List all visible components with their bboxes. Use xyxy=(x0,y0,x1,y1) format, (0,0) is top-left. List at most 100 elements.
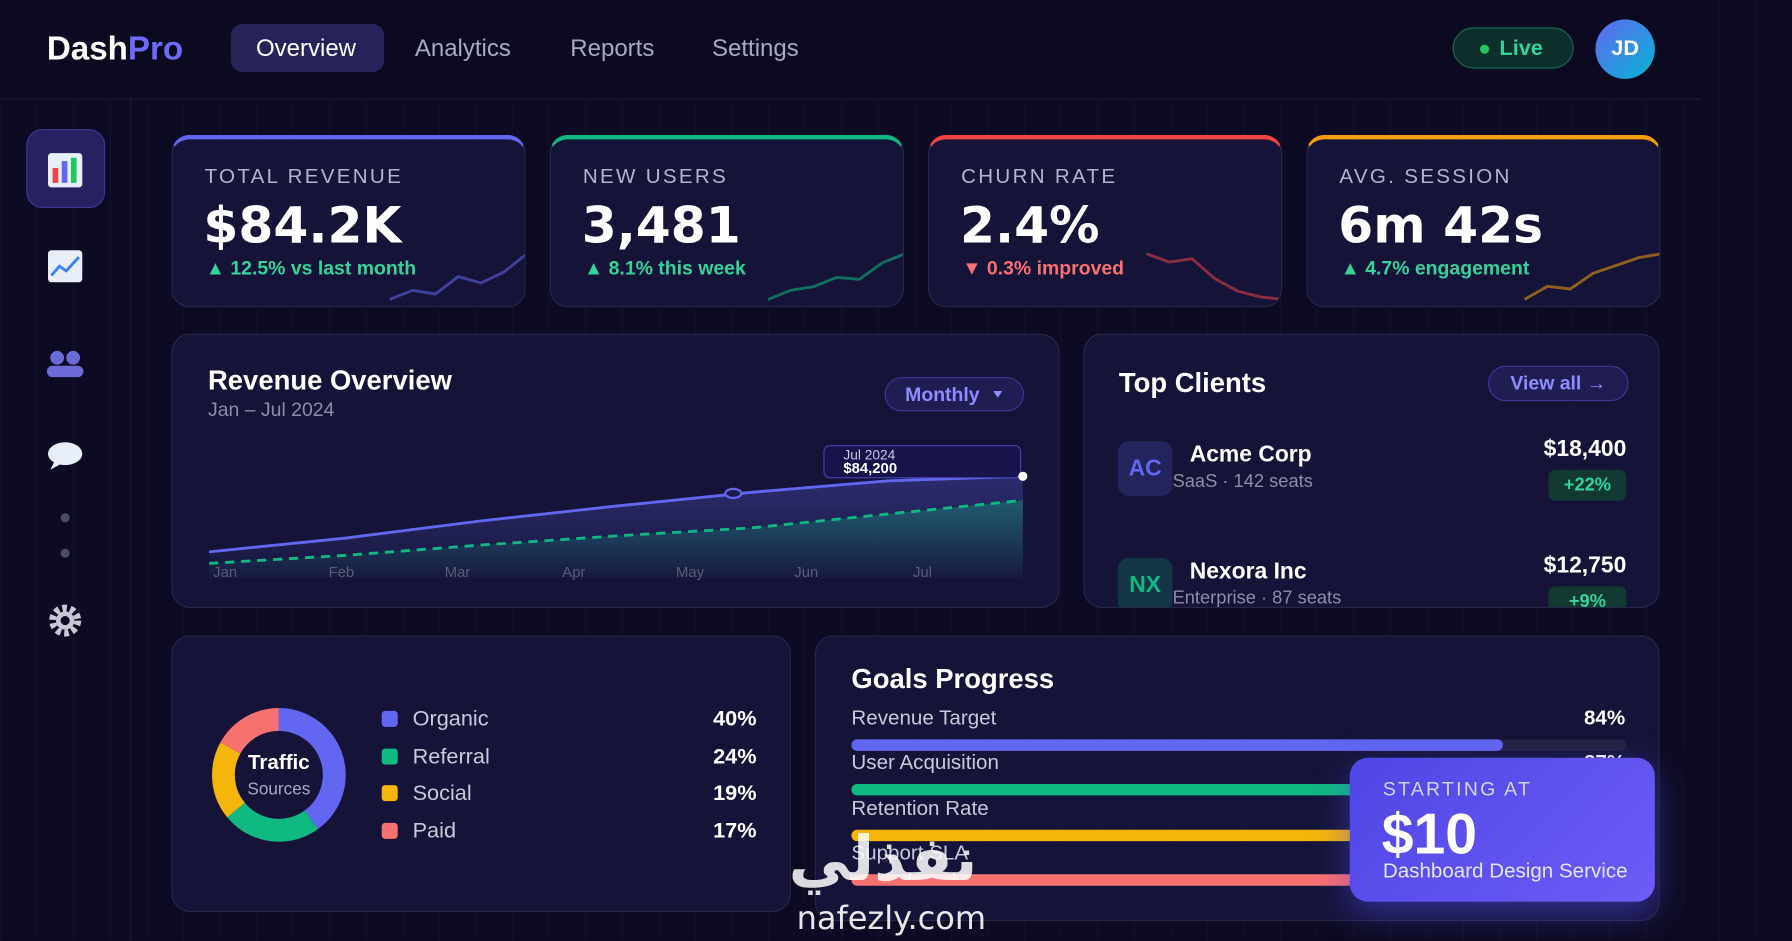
kpi-change: ▼ 0.3% improved xyxy=(962,257,1125,279)
sidebar-dot xyxy=(60,548,70,558)
kpi-label: AVG. SESSION xyxy=(1339,164,1512,188)
sparkline xyxy=(767,253,903,301)
donut-title: Traffic xyxy=(247,750,310,774)
filter-button[interactable]: Monthly xyxy=(884,377,1024,412)
kpi-change: ▲ 8.1% this week xyxy=(583,257,746,279)
revenue-card: Revenue Overview Jan – Jul 2024 Monthly … xyxy=(171,333,1060,608)
client-change: +9% xyxy=(1548,586,1627,607)
promo-card[interactable]: STARTING AT $10 Dashboard Design Service xyxy=(1349,757,1655,902)
status-pill: Live xyxy=(1452,27,1574,69)
nav-item[interactable]: Analytics xyxy=(414,35,511,62)
promo-kicker: STARTING AT xyxy=(1382,778,1533,800)
kpi-value: $84.2K xyxy=(203,196,402,255)
legend-name: Referral xyxy=(412,744,490,769)
sparkline-line xyxy=(1523,252,1660,301)
nav-item[interactable]: Reports xyxy=(570,35,655,62)
card-title: Top Clients xyxy=(1118,367,1267,399)
nav-active-bg xyxy=(230,23,384,72)
goal-name: User Acquisition xyxy=(851,751,999,775)
sparkline-line xyxy=(1145,252,1282,301)
line xyxy=(209,498,1024,565)
watermark-site: nafezly.com xyxy=(796,899,986,938)
donut-subtitle: Sources xyxy=(247,779,311,799)
sparkline-line xyxy=(389,253,525,301)
client-amount: $12,750 xyxy=(1543,553,1627,579)
sidebar-dot xyxy=(60,513,70,523)
donut-segment xyxy=(211,707,346,842)
goal-bar xyxy=(851,784,1526,796)
kpi-label: CHURN RATE xyxy=(961,164,1118,188)
legend-value: 17% xyxy=(713,819,757,844)
traffic-card: Traffic Sources Organic 40% Referral 24% Soc… xyxy=(171,635,791,912)
logo: DashPro xyxy=(47,31,183,69)
kpi-label: NEW USERS xyxy=(582,164,729,188)
legend-swatch xyxy=(381,785,398,802)
nav-item[interactable]: Overview xyxy=(255,35,357,62)
client-amount: $18,400 xyxy=(1543,436,1627,462)
client-avatar: NX xyxy=(1117,557,1173,607)
kpi-change: ▲ 4.7% engagement xyxy=(1340,257,1530,279)
nav-item[interactable]: Settings xyxy=(711,35,799,62)
icon-analytics[interactable] xyxy=(47,250,83,283)
legend-swatch xyxy=(381,748,398,765)
legend-name: Organic xyxy=(412,707,489,732)
icon-settings[interactable] xyxy=(49,604,82,637)
legend-value: 40% xyxy=(713,707,757,732)
logo-first: Dash xyxy=(46,30,128,68)
avatar[interactable]: JD xyxy=(1595,19,1655,79)
client-meta: SaaS · 142 seats xyxy=(1172,471,1313,492)
point xyxy=(724,487,743,500)
promo-text: Dashboard Design Service xyxy=(1382,859,1628,883)
kpi-card: NEW USERS 3,481 ▲ 8.1% this week xyxy=(549,134,904,308)
card-title: Goals Progress xyxy=(851,663,1055,695)
client-name: Acme Corp xyxy=(1189,442,1312,468)
kpi-value: 3,481 xyxy=(581,196,741,255)
x-tick-label: Apr xyxy=(562,565,585,581)
kpi-value: 6m 42s xyxy=(1338,196,1544,255)
tooltip-date: Jul 2024 xyxy=(843,447,895,462)
legend-swatch xyxy=(381,710,398,727)
tooltip-value: $84,200 xyxy=(843,461,897,477)
x-tick-label: Jul xyxy=(913,565,932,581)
goal-name: Support SLA xyxy=(851,841,969,864)
goal-bar xyxy=(851,874,1557,886)
icon-messages[interactable] xyxy=(47,442,83,470)
traffic-donut xyxy=(211,707,346,842)
sparkline-line xyxy=(767,253,903,301)
header: DashPro Overview Analytics Reports Setti… xyxy=(0,0,1701,100)
kpi-card: AVG. SESSION 6m 42s ▲ 4.7% engagement xyxy=(1306,134,1661,308)
goal-bar xyxy=(851,739,1503,751)
line xyxy=(208,474,1023,554)
sidebar-divider xyxy=(130,99,132,941)
clients-card: Top Clients View all → AC Acme Corp SaaS ·… xyxy=(1083,333,1660,608)
client-change: +22% xyxy=(1548,469,1627,501)
view-all[interactable]: View all → xyxy=(1487,365,1629,402)
filter-caret xyxy=(993,390,1003,398)
card-title: Revenue Overview xyxy=(207,365,452,397)
legend-name: Social xyxy=(412,782,472,807)
x-tick-label: Feb xyxy=(329,565,355,581)
goal-bar xyxy=(851,829,1410,841)
sparkline xyxy=(389,253,525,301)
kpi-label: TOTAL REVENUE xyxy=(204,164,404,188)
goal-value: 84% xyxy=(1583,706,1626,730)
revenue-chart: Jul 2024$84,200 Jan Feb Mar Apr May Jun Jul xyxy=(208,445,1028,581)
logo-second: Pro xyxy=(127,30,184,68)
donut-segment xyxy=(211,707,346,842)
watermark-arabic: نفذلي xyxy=(788,822,978,895)
status-text: Live xyxy=(1499,36,1543,61)
kpi-value: 2.4% xyxy=(959,196,1100,255)
legend-name: Paid xyxy=(412,819,457,844)
point xyxy=(1018,471,1028,481)
filter-text: Monthly xyxy=(905,383,980,406)
kpi-card: TOTAL REVENUE $84.2K ▲ 12.5% vs last month xyxy=(171,134,526,308)
icon-dashboard[interactable] xyxy=(47,153,83,188)
x-tick-label: Jun xyxy=(794,565,818,581)
kpi-change: ▲ 12.5% vs last month xyxy=(205,257,417,279)
icon-users[interactable] xyxy=(46,350,84,378)
client-meta: Enterprise · 87 seats xyxy=(1172,588,1342,608)
tooltip xyxy=(823,445,1022,479)
